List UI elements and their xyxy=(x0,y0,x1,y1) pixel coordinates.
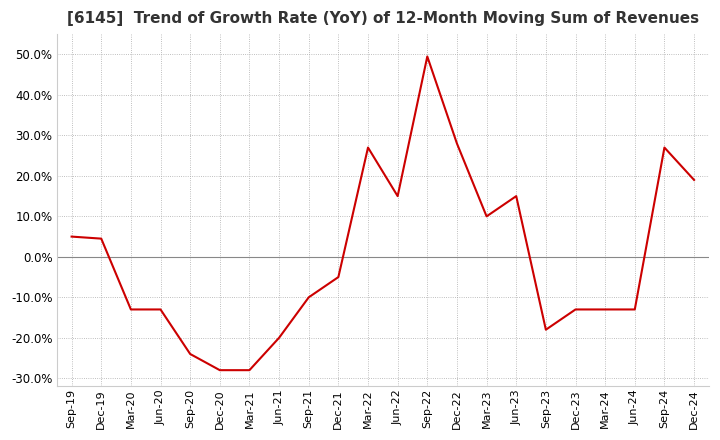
Title: [6145]  Trend of Growth Rate (YoY) of 12-Month Moving Sum of Revenues: [6145] Trend of Growth Rate (YoY) of 12-… xyxy=(67,11,699,26)
